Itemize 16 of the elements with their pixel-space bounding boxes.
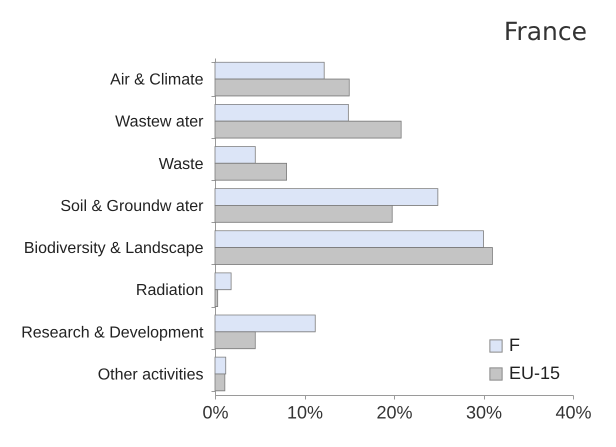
y-tick-label: Radiation (136, 282, 204, 300)
x-tick-label: 30% (466, 402, 502, 422)
y-tick-label: Research & Development (21, 324, 204, 342)
legend-label: F (509, 335, 520, 355)
y-tick-label: Waste (158, 156, 204, 173)
y-tick-label: Soil & Groundw ater (60, 198, 204, 215)
x-tick-label: 10% (286, 402, 324, 422)
y-tick-label: Air & Climate (110, 72, 204, 89)
chart-title: France (504, 17, 588, 46)
x-tick-label: 20% (376, 402, 413, 422)
y-tick-label: Biodiversity & Landscape (24, 240, 204, 258)
y-tick-label: Wastew ater (115, 114, 204, 131)
x-tick-label: 40% (555, 402, 592, 422)
legend-label: EU-15 (509, 363, 560, 383)
x-tick-label: 0% (202, 402, 229, 422)
y-tick-label: Other activities (98, 366, 204, 384)
